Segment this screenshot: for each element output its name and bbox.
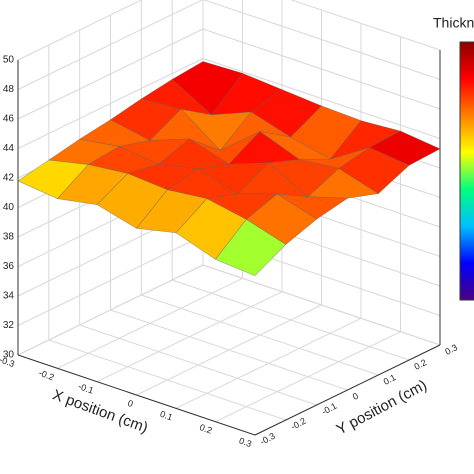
z-tick-label: 46 (3, 114, 15, 125)
colorbar (459, 41, 474, 301)
z-tick-label: 40 (3, 202, 15, 213)
z-tick-label: 34 (3, 291, 15, 302)
y-tick-label: -0.1 (320, 401, 338, 417)
grid-line (172, 279, 410, 361)
y-tick-label: 0.3 (443, 342, 459, 357)
y-tick-label: -0.2 (289, 416, 307, 432)
x-tick-label: 0.1 (159, 409, 174, 423)
x-tick-label: -0.3 (0, 354, 16, 369)
z-tick-label: 50 (3, 55, 15, 66)
axis-line (254, 344, 441, 436)
grid-line (202, 264, 441, 346)
x-tick-label: 0 (126, 398, 134, 409)
y-tick-label: 0 (351, 391, 360, 402)
y-tick-label: 0.1 (382, 372, 398, 387)
x-tick-label: 0.2 (198, 422, 213, 436)
y-tick-label: 0.2 (413, 357, 429, 372)
z-tick-label: 48 (3, 84, 15, 95)
z-tick-label: 30 (3, 350, 15, 361)
z-tick-label: 38 (3, 232, 15, 243)
grid-line (141, 294, 379, 376)
y-tick-label: -0.3 (258, 431, 276, 447)
z-tick-label: 32 (3, 320, 15, 331)
x-tick-label: -0.2 (37, 368, 55, 383)
surface-patch (215, 218, 287, 277)
x-axis-title: X position (cm) (50, 386, 150, 436)
grid-line (48, 339, 286, 421)
grid-line (110, 309, 348, 391)
z-tick-label: 42 (3, 173, 15, 184)
x-tick-label: 0.3 (238, 435, 253, 449)
axis-line (17, 354, 256, 436)
y-axis-title: Y position (cm) (334, 377, 430, 439)
z-tick-label: 44 (3, 143, 15, 154)
x-tick-label: -0.1 (77, 381, 95, 396)
z-tick-label: 36 (3, 261, 15, 272)
grid-line (79, 324, 317, 406)
colorbar-title: Thickness (433, 15, 474, 31)
